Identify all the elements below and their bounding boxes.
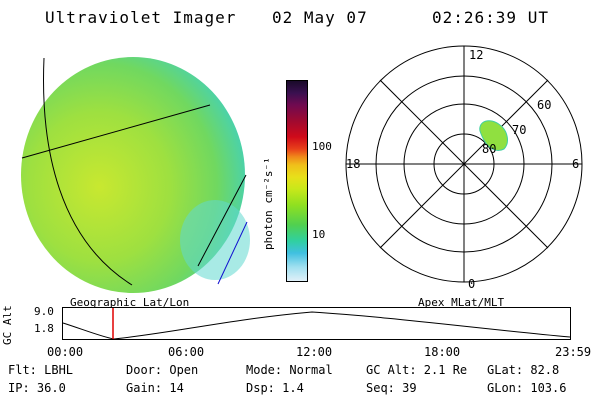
timeline-ylabel: GC Alt	[1, 305, 14, 345]
timeline-xtick-0000: 00:00	[47, 345, 84, 359]
altitude-curve	[62, 311, 571, 340]
ip-info: IP: 36.0	[8, 381, 66, 395]
lat-label-60: 60	[537, 98, 551, 112]
timeline-xtick-1200: 12:00	[296, 345, 333, 359]
mlt-label-0: 0	[468, 277, 475, 291]
gain-info: Gain: 14	[126, 381, 184, 395]
timeline-ytick-bottom: 1.8	[34, 322, 54, 335]
limb-line	[217, 221, 248, 285]
date-label: 02 May 07	[272, 8, 368, 27]
glon-info: GLon: 103.6	[487, 381, 567, 395]
seq-info: Seq: 39	[366, 381, 417, 395]
colorbar	[286, 80, 308, 282]
polar-label: Apex MLat/MLT	[418, 296, 505, 309]
polar-plot: 12 18 6 0 60 70 80	[345, 45, 583, 291]
latitude-line	[21, 104, 211, 159]
lat-label-80: 80	[482, 142, 496, 156]
mlt-label-18: 18	[346, 157, 360, 171]
colorbar-tick-100: 100	[312, 140, 332, 153]
gc-alt-info: GC Alt: 2.1 Re	[366, 363, 468, 377]
filter-info: Flt: LBHL	[8, 363, 74, 377]
mlt-label-6: 6	[572, 157, 579, 171]
lat-label-70: 70	[512, 123, 526, 137]
terminator-line	[197, 174, 247, 267]
mode-info: Mode: Normal	[246, 363, 333, 377]
timeline-xtick-0600: 06:00	[168, 345, 205, 359]
colorbar-unit-label: photon cm⁻²s⁻¹	[262, 157, 275, 250]
geographic-image	[21, 57, 250, 293]
altitude-timeline	[62, 307, 571, 340]
dayglow-edge	[180, 200, 250, 280]
dsp-info: Dsp: 1.4	[246, 381, 304, 395]
timeline-xtick-2359: 23:59	[555, 345, 592, 359]
mlt-label-12: 12	[469, 48, 483, 62]
geographic-label: Geographic Lat/Lon	[70, 296, 190, 309]
time-label: 02:26:39 UT	[432, 8, 549, 27]
longitude-line	[43, 57, 133, 286]
timeline-frame	[62, 307, 571, 340]
door-info: Door: Open	[126, 363, 199, 377]
polar-diagonal-2	[379, 79, 549, 249]
instrument-title: Ultraviolet Imager	[45, 8, 237, 27]
aurora-blob	[479, 120, 508, 151]
timeline-xtick-1800: 18:00	[424, 345, 461, 359]
colorbar-tick-10: 10	[312, 228, 326, 241]
timeline-ytick-top: 9.0	[34, 305, 54, 318]
glat-info: GLat: 82.8	[487, 363, 560, 377]
